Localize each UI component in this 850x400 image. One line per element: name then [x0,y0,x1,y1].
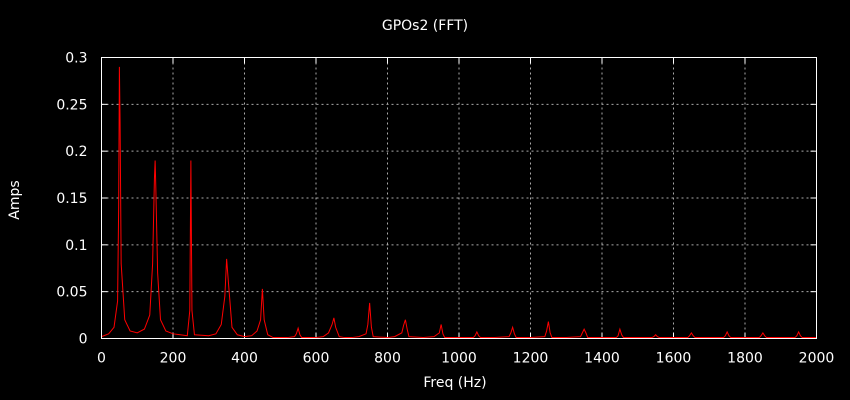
x-tick-label: 2000 [799,351,835,367]
y-tick-label: 0.3 [65,51,87,67]
x-tick-label: 1200 [513,351,549,367]
x-tick-label: 0 [97,351,106,367]
x-tick-label: 1000 [441,351,477,367]
x-tick-label: 600 [303,351,330,367]
grid-lines [101,57,817,339]
x-tick-label: 1600 [656,351,692,367]
x-axis-label: Freq (Hz) [423,375,487,391]
y-tick-label: 0.1 [65,238,87,254]
x-tick-label: 1400 [584,351,620,367]
y-tick-label: 0.2 [65,144,87,160]
x-tick-label: 200 [160,351,187,367]
chart-title: GPOs2 (FFT) [381,18,469,34]
x-tick-label: 400 [231,351,258,367]
y-tick-label: 0.25 [56,97,87,113]
y-tick-label: 0.05 [56,285,87,301]
series-layer [101,66,817,339]
plot-frame [101,57,817,339]
x-tick-label: 800 [374,351,401,367]
x-tick-label: 1800 [727,351,763,367]
y-tick-label: 0.15 [56,191,87,207]
series-line-0 [101,66,817,339]
y-tick-label: 0 [79,332,88,348]
axis-ticks: 0 200 400 600 800 1000 1200 1400 1600 1800 2000 0 0.… [56,51,834,367]
